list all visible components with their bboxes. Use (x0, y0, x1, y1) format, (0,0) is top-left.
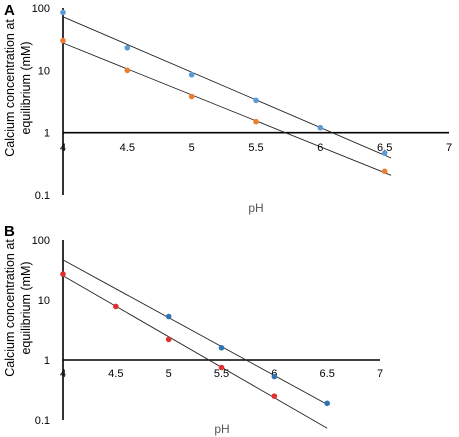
panel-a-trendline-0 (62, 16, 392, 159)
panel-b-x-tick: 4 (60, 368, 66, 380)
panel-a-plot: 100 10 1 0.1 4 4.5 5 5.5 6 6.5 7 (32, 3, 452, 202)
panel-a-data-point (124, 44, 131, 51)
panel-a-data-point (381, 150, 388, 156)
panel-b-trendline-0 (62, 259, 328, 405)
panel-b-letter: B (4, 223, 15, 240)
panel-a-x-tick: 5 (189, 142, 195, 154)
panel-b-y-tick: 100 (32, 235, 50, 247)
panel-a-x-tick: 4 (60, 142, 66, 154)
panel-a-ylabel-line2: equilibrium (mM) (19, 41, 33, 134)
panel-a-letter: A (4, 2, 15, 19)
panel-a-data-point (381, 168, 388, 175)
panel-b-data-point (113, 303, 119, 310)
panel-b-x-tick: 4.5 (108, 368, 123, 380)
panel-b-y-tick: 0.1 (35, 415, 50, 427)
panel-a-y-tick: 0.1 (35, 190, 50, 202)
panel-b-ylabel-line1: Calcium concentration at (3, 239, 17, 377)
panel-a-x-tick: 4.5 (120, 142, 135, 154)
panel-a-y-tick: 1 (44, 128, 50, 140)
panel-a-y-tick: 100 (32, 3, 50, 15)
panel-b-data-point (324, 400, 330, 407)
panel-b-data-point (271, 393, 278, 399)
panel-b-trendline-1 (62, 275, 328, 429)
panel-a-data-point (60, 37, 66, 44)
panel-a-data-point (253, 118, 259, 125)
panel-a-trendline-1 (62, 42, 392, 176)
panel-b-xlabel: pH (214, 422, 229, 436)
panel-b-data-point (271, 373, 278, 380)
panel-b-x-tick: 6.5 (320, 368, 335, 380)
panel-a-data-point (188, 71, 195, 78)
panel-b-ylabel-line2: equilibrium (mM) (19, 261, 33, 354)
panel-a-x-tick: 6 (317, 142, 323, 154)
panel-a-data-point (124, 67, 131, 74)
panel-b-y-tick: 1 (44, 355, 50, 367)
panel-a-data-point (188, 93, 195, 100)
panel-b: B Calcium concentration at equilibrium (… (3, 223, 383, 436)
panel-a-xlabel: pH (248, 201, 263, 215)
panel-a-data-point (253, 97, 259, 104)
panel-a-x-tick: 6.5 (377, 142, 392, 154)
panel-b-y-tick: 10 (38, 295, 50, 307)
panel-a-data-point (317, 124, 324, 131)
panel-b-data-point (218, 344, 225, 351)
panel-b-data-point (60, 271, 66, 277)
panel-a-data-point (60, 9, 66, 16)
panel-a-x-tick: 5.5 (248, 142, 263, 154)
panel-a: A Calcium concentration at equilibrium (… (3, 2, 452, 215)
panel-b-x-tick: 7 (377, 368, 383, 380)
panel-b-data-point (165, 336, 172, 343)
panel-a-y-tick: 10 (38, 65, 50, 77)
panel-b-data-point (165, 313, 172, 320)
panel-b-x-tick: 5 (166, 368, 172, 380)
panel-a-ylabel-line1: Calcium concentration at (3, 19, 17, 157)
panel-b-data-point (218, 364, 225, 371)
panel-b-x-tick: 5.5 (214, 368, 229, 380)
panel-a-x-tick: 7 (446, 142, 452, 154)
